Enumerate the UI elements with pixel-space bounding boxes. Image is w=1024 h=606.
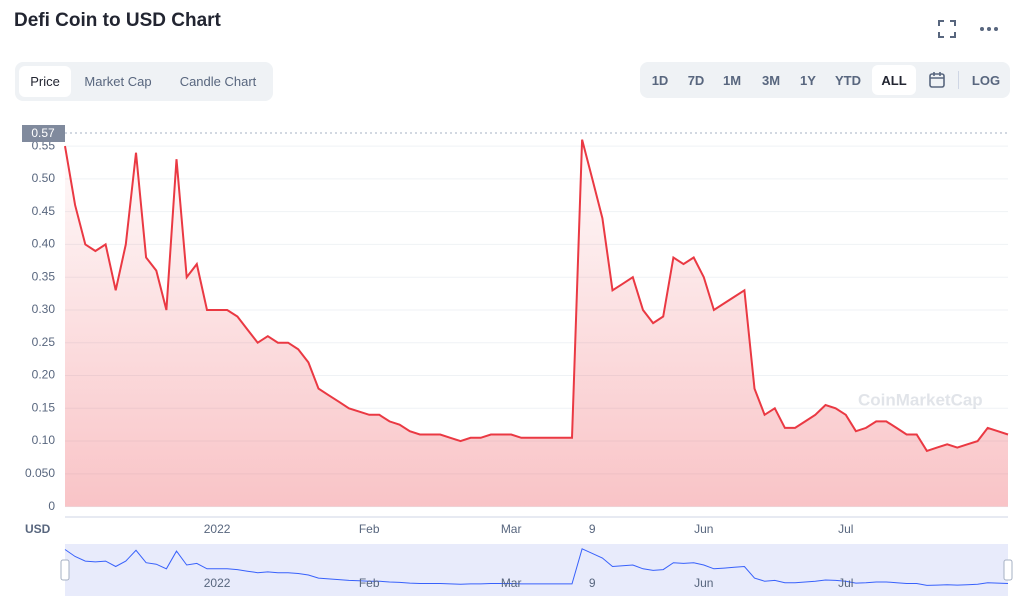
- navigator-line: [64, 548, 1009, 586]
- calendar-icon[interactable]: [928, 71, 946, 89]
- range[interactable]: ALL: [881, 72, 907, 88]
- y-tick-label: 0.45: [32, 204, 56, 218]
- navigator-label: Jun: [694, 576, 713, 590]
- y-tick-label: 0.35: [32, 269, 56, 283]
- y-tick-label: 0.25: [32, 335, 56, 349]
- y-tick-label: 0.050: [25, 466, 55, 480]
- range[interactable]: YTD: [835, 72, 861, 88]
- y-tick-label: 0: [48, 499, 55, 513]
- navigator-label: 9: [589, 576, 596, 590]
- navigator: [65, 544, 1008, 596]
- navigator-label: Jul: [838, 576, 853, 590]
- y-tick-label: 0.15: [32, 400, 56, 414]
- x-tick-label: Mar: [501, 522, 522, 536]
- title: Defi Coin to USD Chart: [14, 10, 221, 31]
- x-tick-label: 9: [589, 522, 596, 536]
- y-tick-label: 0.20: [32, 368, 56, 382]
- x-tick-label: Jul: [838, 522, 853, 536]
- axis-unit: USD: [25, 522, 51, 536]
- navigator-label: Mar: [501, 576, 522, 590]
- x-tick-label: Feb: [359, 522, 380, 536]
- tab[interactable]: Market Cap: [84, 74, 152, 89]
- navigator-label: 2022: [204, 576, 231, 590]
- tab[interactable]: Candle Chart: [179, 74, 257, 89]
- tab[interactable]: Price: [30, 74, 60, 89]
- chart: 0 0.050 0.10 0.15 0.20 0.25 0.30 0.35 0.40 0.45 0.…: [22, 125, 1013, 596]
- y-tick-label: 0.50: [32, 171, 56, 185]
- range-bar: 1D 7D 1M 3M 1Y YTD ALL LOG: [640, 62, 1010, 98]
- fullscreen-icon[interactable]: [937, 19, 957, 39]
- range[interactable]: 7D: [687, 72, 705, 88]
- y-tick-label: 0.40: [32, 237, 56, 251]
- navigator-handle[interactable]: [1003, 559, 1013, 581]
- price-line: [64, 139, 1009, 453]
- price-badge: [22, 125, 65, 142]
- tab-bar: Price Market Cap Candle Chart: [15, 62, 273, 101]
- range[interactable]: 1D: [651, 72, 669, 88]
- price-badge-label: 0.57: [31, 126, 55, 140]
- price-area: [65, 139, 1008, 507]
- x-tick-label: 2022: [204, 522, 231, 536]
- range[interactable]: 1M: [722, 72, 742, 88]
- range[interactable]: 3M: [761, 72, 781, 88]
- navigator-handle[interactable]: [60, 559, 70, 581]
- range[interactable]: 1Y: [800, 72, 816, 88]
- scale-toggle[interactable]: LOG: [971, 72, 1001, 88]
- y-tick-label: 0.10: [32, 433, 56, 447]
- x-tick-label: Jun: [694, 522, 713, 536]
- y-tick-label: 0.30: [32, 302, 56, 316]
- watermark: CoinMarketCap: [858, 390, 983, 409]
- navigator-label: Feb: [359, 576, 380, 590]
- more-icon[interactable]: [978, 24, 1000, 34]
